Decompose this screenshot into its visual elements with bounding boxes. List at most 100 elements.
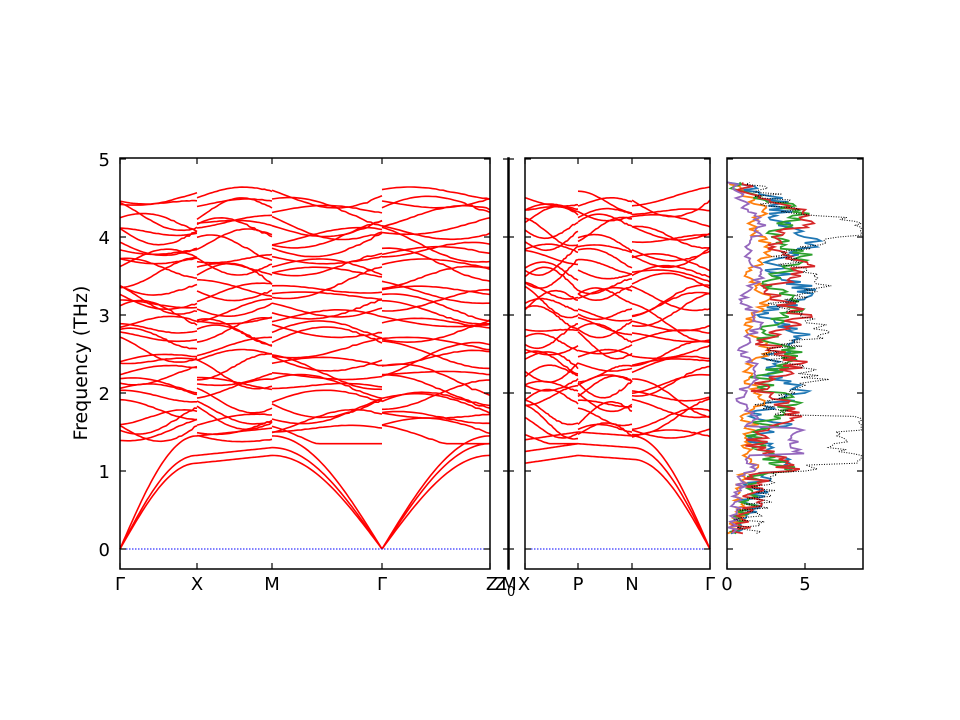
band-line-186 [524,221,579,240]
band-line-229 [631,398,711,419]
band-line-129 [381,379,490,411]
band-line-230 [631,390,711,402]
band-line-73 [196,302,273,317]
band-line-239 [631,332,711,343]
band-line-236 [631,344,711,360]
band-line-107 [271,299,383,320]
band-line-205 [577,322,633,344]
band-line-20 [631,435,711,550]
ytick-label-3: 3 [99,306,110,327]
band-line-156 [381,186,491,200]
band-line-207 [577,316,633,336]
band-line-164 [524,378,579,392]
band-line-227 [631,397,711,436]
band-line-17 [577,431,633,437]
band-line-93 [271,389,383,403]
band-line-90 [271,424,383,433]
band-line-71 [196,316,273,325]
band-line-66 [196,348,272,362]
band-line-4 [196,446,273,457]
band-line-139 [381,315,491,328]
band-line-76 [196,278,273,298]
dos-xtick-label-0: 0 [721,574,732,595]
band-line-72 [196,298,272,323]
band-lines [119,186,711,550]
band-line-31 [119,353,197,363]
xtick-label-n: N [625,574,638,595]
dos-series-4 [726,181,807,535]
band-line-242 [631,292,711,327]
band-line-92 [271,398,383,425]
band-line-78 [196,262,273,276]
band-line-19 [631,446,711,550]
band-line-60 [196,387,273,414]
band-line-56 [196,419,273,436]
band-line-155 [381,198,491,209]
band-line-171 [524,323,579,350]
band-line-182 [524,249,579,266]
band-line-58 [196,405,273,431]
band-line-184 [524,230,579,252]
band-line-137 [381,319,491,344]
band-line-172 [524,328,579,332]
band-line-35 [119,331,198,343]
band-line-180 [524,261,579,282]
ytick-label-0: 0 [99,540,110,561]
band-line-61 [196,378,273,399]
band-line-86 [196,197,273,220]
band-line-104 [271,323,383,339]
band-line-189 [524,205,579,213]
band-line-214 [577,269,633,280]
band-line-74 [196,282,273,303]
band-line-98 [271,354,383,391]
band-line-106 [271,302,383,318]
band-line-65 [197,353,272,381]
band-line-240 [631,320,711,332]
band-line-258 [631,186,711,207]
band-line-201 [577,362,633,372]
axis-ticks [119,158,863,569]
band-line-109 [271,284,383,294]
band-line-192 [577,422,633,437]
band-line-235 [631,358,711,367]
band-line-143 [381,285,491,296]
band-line-67 [196,336,272,357]
band-line-125 [381,410,491,425]
band-line-152 [381,217,491,236]
band-line-16 [577,442,633,449]
band-line-70 [196,317,272,343]
band-line-213 [577,278,633,295]
band-line-62 [196,372,273,387]
band-line-174 [524,297,579,312]
band-line-247 [631,264,711,279]
band-line-117 [271,220,383,249]
band-line-146 [381,258,491,269]
band-line-118 [271,219,383,238]
band-line-154 [381,195,491,214]
xtick-label-p: P [573,574,584,595]
band-line-141 [381,293,491,323]
band-line-29 [119,365,198,386]
band-line-196 [577,392,633,413]
band-line-0 [119,462,198,550]
band-line-166 [524,362,579,383]
band-line-133 [381,341,491,377]
band-line-9 [381,454,491,550]
band-line-204 [577,331,633,360]
band-line-81 [196,234,273,261]
band-line-179 [524,258,579,289]
band-line-168 [524,351,579,370]
band-line-91 [271,408,383,434]
band-line-1 [119,454,198,550]
band-line-175 [524,289,579,311]
band-line-252 [631,225,711,250]
dos-series-3 [729,182,816,535]
band-line-145 [381,265,491,290]
band-line-228 [631,407,711,431]
band-line-15 [577,454,633,461]
band-line-99 [271,356,382,367]
band-panel-right-frame [524,157,711,570]
band-line-178 [524,266,579,292]
band-line-36 [119,322,198,334]
xtick-label-gamma-1: Γ [115,574,125,595]
